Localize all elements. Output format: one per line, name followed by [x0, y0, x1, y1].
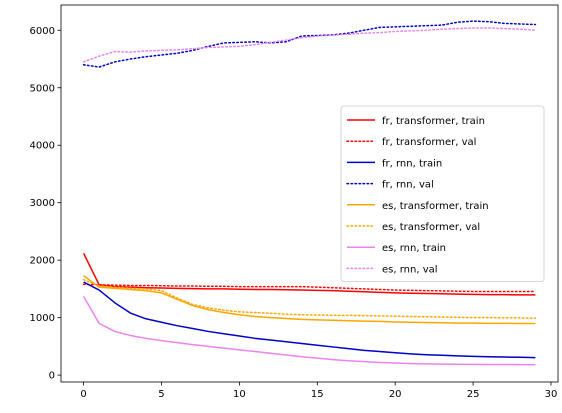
legend-label-4: es, transformer, train — [382, 201, 489, 212]
series-line-3 — [82, 20, 537, 68]
x-tick-label: 25 — [467, 389, 480, 400]
y-tick-label: 3000 — [30, 198, 55, 209]
legend-label-7: es, rnn, val — [382, 264, 438, 275]
x-tick-label: 30 — [545, 389, 558, 400]
legend-label-3: fr, rnn, val — [382, 180, 434, 191]
y-tick-label: 0 — [49, 371, 55, 382]
y-tick-label: 4000 — [30, 141, 55, 152]
legend-label-2: fr, rnn, train — [382, 158, 442, 169]
series-layer — [82, 20, 537, 366]
series-line-4 — [83, 275, 536, 325]
y-tick-label: 6000 — [30, 26, 55, 37]
legend-label-5: es, transformer, val — [382, 222, 480, 233]
series-line-1 — [82, 283, 537, 293]
series-line-2 — [83, 281, 536, 359]
legend: fr, transformer, train fr, transformer, v… — [340, 105, 545, 283]
axes-frame — [60, 4, 559, 383]
legend-label-6: es, rnn, train — [382, 243, 446, 254]
series-line-0 — [82, 252, 536, 296]
series-line-5 — [82, 278, 537, 319]
legend-label-0: fr, transformer, train — [382, 116, 485, 127]
legend-label-1: fr, transformer, val — [382, 137, 476, 148]
x-tick-label: 0 — [80, 389, 86, 400]
y-tick-label: 2000 — [30, 256, 55, 267]
legend-box — [340, 105, 545, 283]
x-axis: 0 5 10 15 20 25 30 — [80, 382, 557, 400]
y-axis: 0 1000 2000 3000 4000 5000 6000 — [30, 26, 61, 382]
x-tick-label: 10 — [233, 389, 246, 400]
x-tick-label: 15 — [311, 389, 324, 400]
series-line-7 — [82, 27, 537, 63]
series-line-6 — [82, 295, 536, 366]
x-tick-label: 5 — [158, 389, 164, 400]
y-tick-label: 1000 — [30, 313, 55, 324]
y-tick-label: 5000 — [30, 83, 55, 94]
x-tick-label: 20 — [389, 389, 402, 400]
